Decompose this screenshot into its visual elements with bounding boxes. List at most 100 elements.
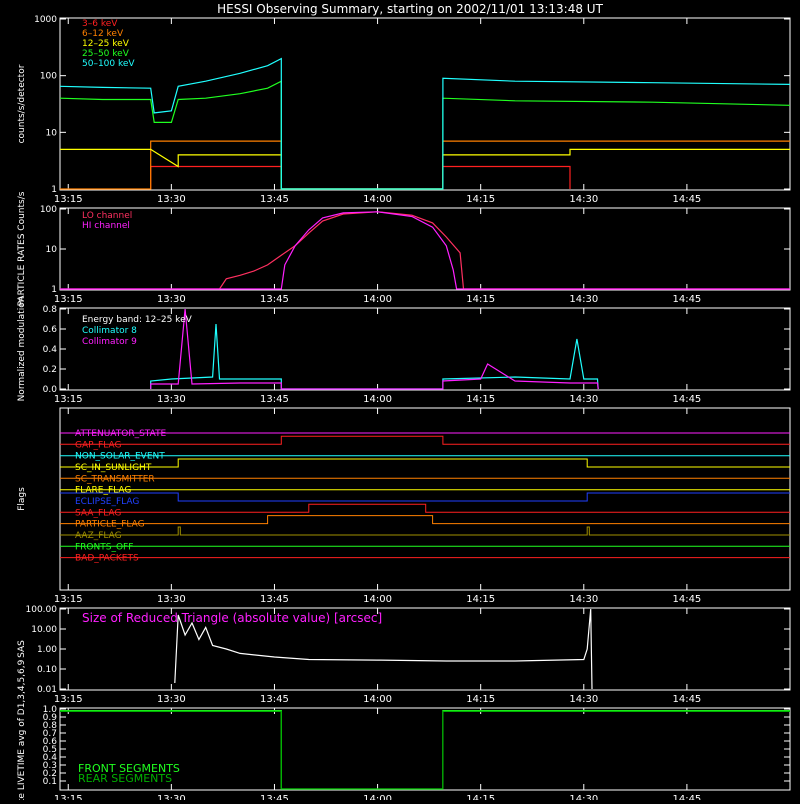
series-line (150, 308, 599, 390)
legend-entry: FRONT SEGMENTS (78, 762, 180, 775)
x-tick-label: 13:15 (54, 594, 83, 605)
flag-label: FRONTS_OFF (75, 542, 133, 552)
series-line (150, 323, 599, 390)
x-tick-label: 14:30 (569, 594, 598, 605)
x-tick-label: 14:45 (672, 194, 701, 205)
flag-line (60, 458, 790, 468)
x-tick-label: 14:00 (363, 794, 392, 800)
y-tick-label: 0.4 (43, 345, 58, 355)
y-tick-label: 10 (46, 128, 58, 138)
flag-label: GAP_FLAG (75, 440, 121, 450)
y-tick-label: 0.9 (43, 713, 58, 723)
x-tick-label: 14:30 (569, 794, 598, 800)
legend-entry: HI channel (82, 221, 130, 231)
x-tick-label: 14:30 (569, 394, 598, 405)
x-tick-label: 14:15 (466, 794, 495, 800)
legend-entry: Collimator 9 (82, 337, 137, 347)
x-tick-label: 14:45 (672, 694, 701, 705)
legend-entry: 50–100 keV (82, 59, 135, 69)
x-tick-label: 14:45 (672, 294, 701, 305)
y-axis-label: Normalized modulation (17, 297, 27, 402)
x-tick-label: 13:30 (157, 194, 186, 205)
panel-particle: 13:15 13:30 13:45 14:00 14:15 14:30 14:45 PARTI… (17, 191, 791, 306)
x-tick-label: 14:15 (466, 194, 495, 205)
y-tick-label: 0.10 (37, 665, 57, 675)
series-line (60, 140, 790, 190)
y-axis-label: counts/s/detector (17, 64, 27, 143)
x-tick-label: 13:15 (54, 394, 83, 405)
x-tick-label: 14:00 (363, 194, 392, 205)
y-tick-label: 10 (46, 245, 58, 255)
y-tick-label: 1.00 (37, 645, 57, 655)
flag-label: SC_TRANSMITTER (75, 474, 155, 484)
y-tick-label: 0.5 (43, 745, 57, 755)
x-tick-label: 13:45 (260, 294, 289, 305)
series-line (60, 211, 790, 290)
y-tick-label: 0.8 (43, 305, 58, 315)
flag-label: NON_SOLAR_EVENT (75, 452, 165, 462)
legend-entry: Size of Reduced Triangle (absolute value… (82, 611, 382, 625)
x-tick-label: 13:45 (260, 194, 289, 205)
y-axis-label: PARTICLE RATES Counts/s (17, 191, 27, 306)
flag-label: PARTICLE_FLAG (75, 520, 145, 530)
x-tick-label: 13:45 (260, 594, 289, 605)
y-tick-label: 1 (51, 285, 57, 295)
x-tick-label: 14:45 (672, 394, 701, 405)
x-tick-label: 13:30 (157, 794, 186, 800)
x-tick-label: 13:30 (157, 294, 186, 305)
series-line (60, 148, 790, 190)
legend-entry: 3–6 keV (82, 19, 118, 29)
panel-frame (59, 17, 791, 191)
x-tick-label: 13:15 (54, 294, 83, 305)
x-tick-label: 13:15 (54, 694, 83, 705)
x-tick-label: 13:45 (260, 794, 289, 800)
flag-label: SC_IN_SUNLIGHT (75, 463, 152, 473)
legend-entry: LO channel (82, 211, 132, 221)
x-tick-label: 14:15 (466, 394, 495, 405)
x-tick-label: 14:15 (466, 594, 495, 605)
series-line (60, 211, 790, 290)
flag-label: BAD_PACKETS (75, 554, 139, 564)
y-tick-label: 100 (40, 72, 57, 82)
y-tick-label: 0.6 (43, 325, 58, 335)
panel-livetime: 13:15 13:30 13:45 14:00 14:15 14:30 14:45 Mon. … (17, 659, 791, 804)
x-tick-label: 13:30 (157, 694, 186, 705)
y-tick-label: 0.01 (37, 685, 57, 695)
x-tick-label: 13:45 (260, 694, 289, 705)
x-tick-label: 14:30 (569, 294, 598, 305)
series-line (60, 710, 790, 790)
series-line (59, 57, 791, 190)
series-line (150, 165, 571, 190)
y-tick-label: 1 (51, 185, 57, 195)
y-tick-label: 1000 (34, 15, 57, 25)
y-axis-label: Mon. Rate LIVETIME avg of D1,3,4,5,6,9 (17, 659, 27, 800)
panel-sas: 13:15 13:30 13:45 14:00 14:15 14:30 14:45 SAS 0.… (17, 605, 791, 705)
y-tick-label: 0.8 (43, 721, 58, 731)
y-tick-label: 100.00 (26, 605, 58, 615)
x-tick-label: 14:15 (466, 694, 495, 705)
y-tick-label: 0.4 (43, 753, 58, 763)
x-tick-label: 14:00 (363, 294, 392, 305)
legend-entry: 12–25 keV (82, 39, 130, 49)
legend-entry: Energy band: 12–25 keV (82, 315, 193, 325)
y-tick-label: 0.7 (43, 729, 57, 739)
flag-label: AAZ_FLAG (75, 531, 122, 541)
series-line (59, 80, 791, 190)
x-tick-label: 14:45 (672, 594, 701, 605)
y-tick-label: 0.0 (43, 385, 58, 395)
panel-frame (59, 407, 791, 591)
flag-label: ECLIPSE_FLAG (75, 497, 139, 507)
legend-entry: Collimator 8 (82, 326, 137, 336)
x-tick-label: 13:15 (54, 194, 83, 205)
panel-flags: 13:15 13:30 13:45 14:00 14:15 14:30 14:45 Flags… (17, 407, 791, 605)
legend-entry: 6–12 keV (82, 29, 124, 39)
chart-title: HESSI Observing Summary, starting on 200… (217, 2, 603, 16)
flag-line (60, 503, 790, 513)
y-axis-label: Flags (17, 487, 27, 511)
panel-countrate: 13:15 13:30 13:45 14:00 14:15 14:30 14:45 count… (17, 15, 791, 205)
x-tick-label: 14:00 (363, 594, 392, 605)
flag-line (60, 492, 790, 502)
flag-label: SAA_FLAG (75, 508, 121, 518)
